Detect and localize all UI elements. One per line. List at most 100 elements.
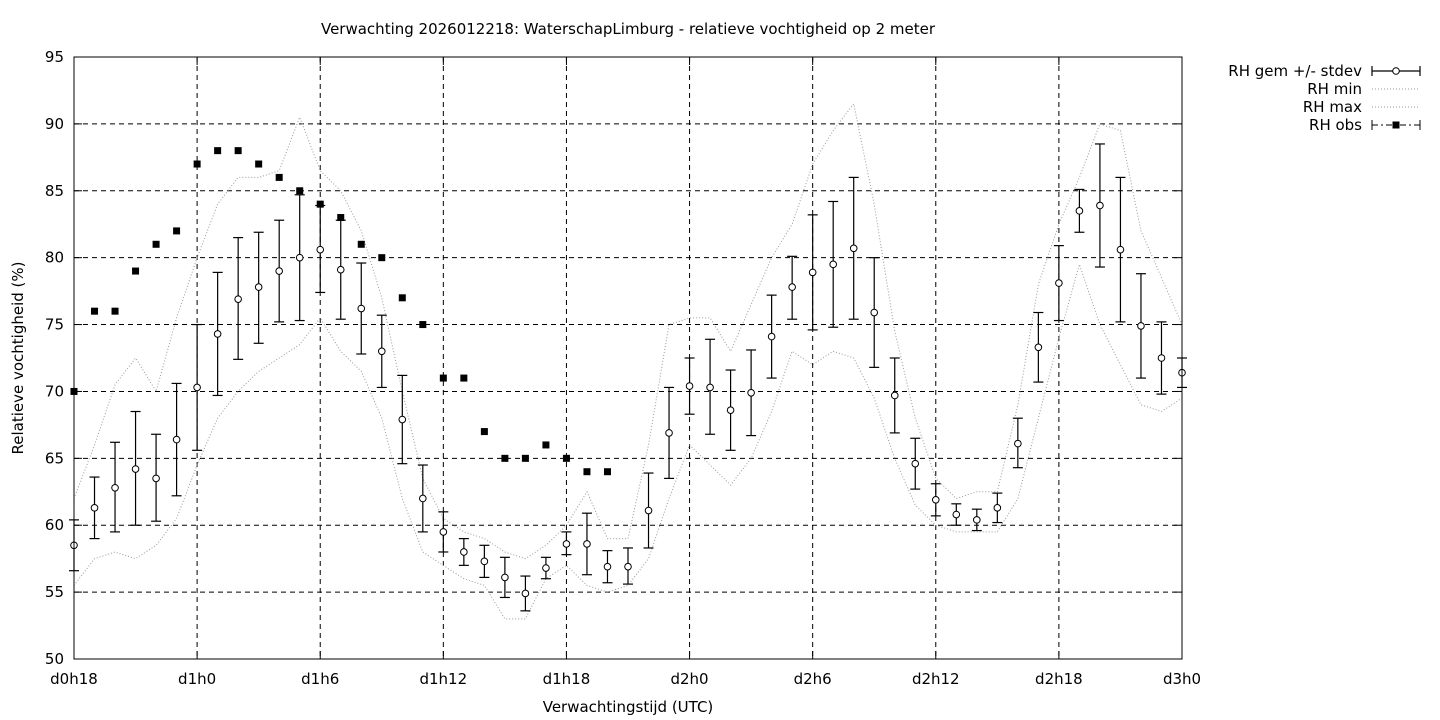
mean-point [685,382,694,390]
legend-label: RH min [1307,80,1362,98]
min-max-lines [73,102,1183,620]
errorbar-point [1115,176,1126,323]
mean-point [931,496,940,504]
errorbar-point [1053,245,1064,322]
obs-point [193,160,201,168]
mean-point [624,562,632,571]
mean-point [829,260,837,269]
mean-point [275,267,283,275]
errorbar-point [479,544,490,578]
mean-point [952,510,961,519]
x-tick-label: d2h12 [912,670,960,688]
mean-point [1157,354,1166,362]
errorbar-point [130,410,141,526]
mean-point [295,253,304,262]
legend-label: RH obs [1309,116,1362,134]
legend-mean-marker [1392,67,1400,75]
y-tick-label: 95 [45,48,64,66]
obs-point [357,240,365,248]
legend-label: RH max [1303,98,1362,116]
mean-point [172,435,181,444]
x-axis-label: Verwachtingstijd (UTC) [543,698,714,716]
errorbar-point [294,194,305,322]
obs-point [480,428,488,436]
axis-ticks: 50 55 60 65 70 75 80 85 90 95 d0h18 d1h0 d1h6 d1h12 d1… [45,48,1201,688]
errorbar-point [89,476,100,540]
errorbar-point [1074,188,1085,233]
errorbar-point [1012,417,1023,469]
obs-point [255,160,263,168]
errorbar-point [253,231,264,344]
errorbar-point [1094,143,1105,268]
chart-title: Verwachting 2026012218: WaterschapLimbur… [321,20,936,38]
errorbar-point [151,433,162,522]
errorbar-point [561,531,572,556]
errorbar-point [930,483,941,517]
errorbar-point [664,386,675,479]
obs-point [603,468,611,476]
errorbar-point [951,503,962,526]
obs-point [152,240,160,248]
mean-point [501,573,509,582]
mean-point [152,474,160,483]
errorbar-point [458,537,469,566]
errorbar-point [438,511,449,553]
obs-point [439,374,447,382]
mean-point [254,283,263,291]
errorbar-point [684,357,695,415]
x-tick-label: d2h0 [670,670,708,688]
errorbar-point [315,204,326,294]
obs-point [583,468,591,476]
obs-point [398,294,406,302]
mean-point [1075,207,1084,215]
errorbar-point [499,556,510,599]
errorbar-point [623,547,633,585]
x-tick-label: d2h6 [794,670,832,688]
mean-point [90,504,99,512]
x-tick-label: d3h0 [1163,670,1201,688]
mean-point [562,540,571,548]
x-tick-label: d1h18 [543,670,591,688]
obs-point [91,307,99,315]
mean-point [706,383,714,392]
mean-point [849,244,858,253]
obs-point [542,441,550,449]
errorbar-point [540,556,551,580]
y-tick-label: 65 [45,449,64,467]
obs-point [501,454,509,462]
mean-point [357,304,366,313]
mean-point [788,283,796,291]
errorbar-point [233,237,244,360]
mean-point [460,548,468,556]
mean-point [644,506,653,515]
y-tick-label: 50 [45,650,64,668]
mean-point [521,589,530,598]
mean-point [767,332,776,341]
obs-point [521,454,529,462]
obs-point [173,227,181,235]
errorbar-point [807,214,818,331]
mean-point [1034,343,1043,352]
mean-point [890,391,899,400]
errorbar-point [417,464,428,533]
errorbar-point [376,314,387,389]
legend-label: RH gem +/- stdev [1228,62,1362,80]
obs-point [275,173,283,181]
plot-frame [73,56,1183,660]
mean-point [973,516,981,524]
errorbar-point [725,369,736,451]
x-tick-label: d2h18 [1035,670,1083,688]
y-tick-label: 60 [45,516,64,534]
rh-max-line [73,102,1183,560]
y-axis-label: Relatieve vochtigheid (%) [9,261,27,454]
errorbar-point [869,257,880,368]
errorbar-point [910,437,921,490]
mean-point [111,483,119,492]
mean-point [1116,245,1125,254]
errorbar-point [766,294,777,379]
errorbar-point [848,176,859,320]
y-tick-label: 85 [45,182,64,200]
mean-point [747,388,755,397]
